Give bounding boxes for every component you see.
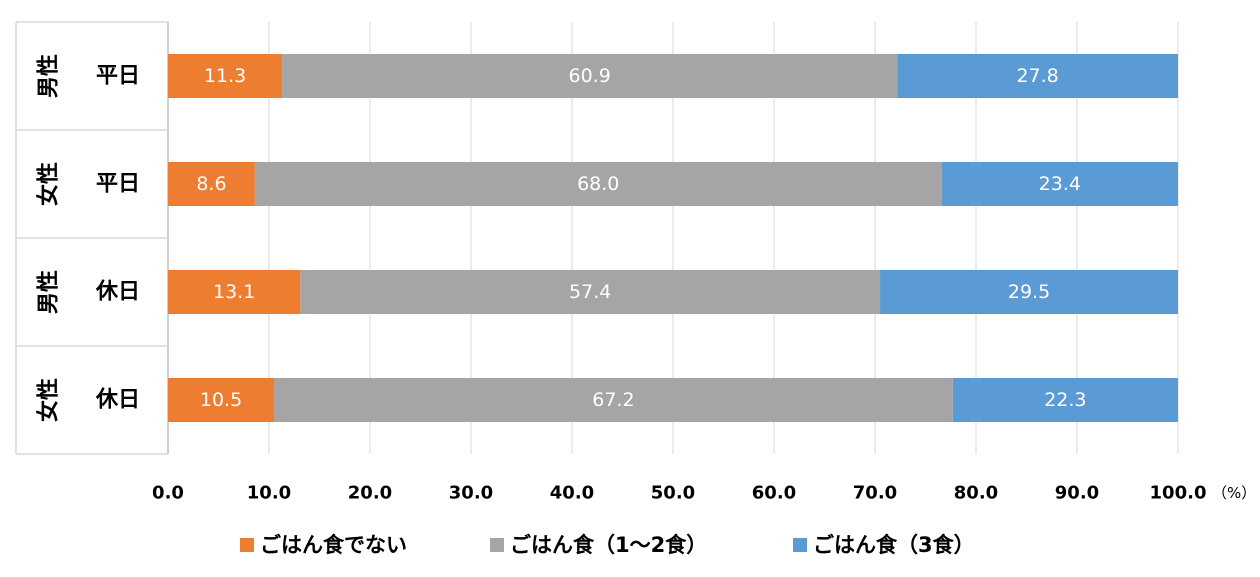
category-group-label: 女性 bbox=[36, 378, 62, 422]
x-tick-label: 20.0 bbox=[348, 483, 392, 504]
bar-segment bbox=[168, 162, 255, 206]
category-day-label: 休日 bbox=[95, 388, 140, 413]
bar-segment bbox=[880, 270, 1178, 314]
x-tick-label: 10.0 bbox=[247, 483, 291, 504]
category-day-label: 平日 bbox=[96, 172, 140, 197]
category-group-label: 男性 bbox=[37, 54, 62, 98]
category-day-label: 平日 bbox=[96, 64, 140, 89]
bar-segment bbox=[941, 162, 1178, 206]
bar-data-label: 68.0 bbox=[577, 173, 619, 195]
bar-segment bbox=[897, 54, 1178, 98]
bar-data-label: 57.4 bbox=[569, 281, 611, 303]
x-tick-label: 70.0 bbox=[853, 483, 897, 504]
bar-data-label: 13.1 bbox=[213, 281, 255, 303]
bar-segment bbox=[254, 162, 942, 206]
legend-label: ごはん食（1〜2食） bbox=[510, 533, 707, 557]
legend: ごはん食でない ごはん食（1〜2食） ごはん食（3食） bbox=[240, 533, 975, 557]
x-axis-ticks: （%） 0.0 10.0 20.0 30.0 40.0 50.0 60.0 70.0 80.0 9… bbox=[152, 483, 1256, 504]
bar-segment bbox=[300, 270, 881, 314]
bar-data-label: 27.8 bbox=[1016, 65, 1058, 87]
bar-segment bbox=[168, 378, 275, 422]
bar-data-label: 29.5 bbox=[1008, 281, 1050, 303]
bar-segment bbox=[274, 378, 953, 422]
bar-segment bbox=[168, 54, 283, 98]
x-axis-unit: （%） bbox=[1212, 484, 1256, 502]
x-tick-label: 40.0 bbox=[550, 483, 594, 504]
bar-data-label: 22.3 bbox=[1044, 389, 1086, 411]
bar-segment bbox=[168, 270, 301, 314]
legend-label: ごはん食（3食） bbox=[813, 533, 975, 557]
x-tick-label: 60.0 bbox=[752, 483, 796, 504]
bar-data-label: 67.2 bbox=[592, 389, 634, 411]
category-day-label: 休日 bbox=[95, 280, 140, 305]
x-tick-label: 80.0 bbox=[954, 483, 998, 504]
legend-swatch bbox=[240, 538, 254, 552]
bar-data-label: 60.9 bbox=[569, 65, 611, 87]
bars: 11.3 60.9 27.8 8.6 68.0 23.4 13.1 57.4 29.5 10.5 6… bbox=[168, 54, 1178, 422]
bar-data-label: 10.5 bbox=[200, 389, 242, 411]
category-group-label: 男性 bbox=[37, 270, 62, 314]
legend-swatch bbox=[793, 538, 807, 552]
legend-label: ごはん食でない bbox=[260, 533, 407, 557]
category-group-label: 女性 bbox=[36, 162, 62, 206]
x-tick-label: 0.0 bbox=[152, 483, 184, 504]
x-tick-label: 90.0 bbox=[1055, 483, 1099, 504]
bar-data-label: 11.3 bbox=[204, 65, 246, 87]
bar-segment bbox=[282, 54, 898, 98]
bar-data-label: 23.4 bbox=[1039, 173, 1081, 195]
x-tick-label: 50.0 bbox=[651, 483, 695, 504]
bar-segment bbox=[952, 378, 1178, 422]
x-tick-label: 100.0 bbox=[1150, 483, 1207, 504]
legend-swatch bbox=[490, 538, 504, 552]
bar-data-label: 8.6 bbox=[196, 173, 226, 195]
x-tick-label: 30.0 bbox=[449, 483, 493, 504]
